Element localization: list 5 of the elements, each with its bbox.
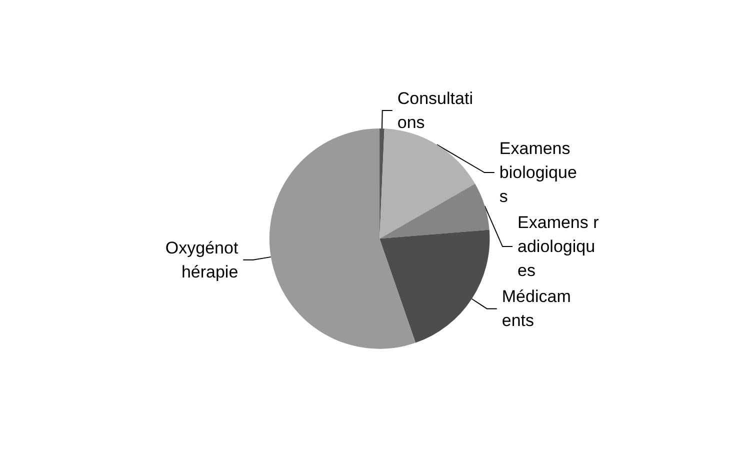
slice-label: Examens radiologiques: [518, 213, 600, 280]
slice-label: Médicaments: [502, 287, 571, 330]
slice-label: Consultations: [397, 89, 473, 132]
slice-label: Examens biologiques: [499, 139, 577, 206]
slice-label: Oxygénothérapie: [165, 238, 238, 282]
